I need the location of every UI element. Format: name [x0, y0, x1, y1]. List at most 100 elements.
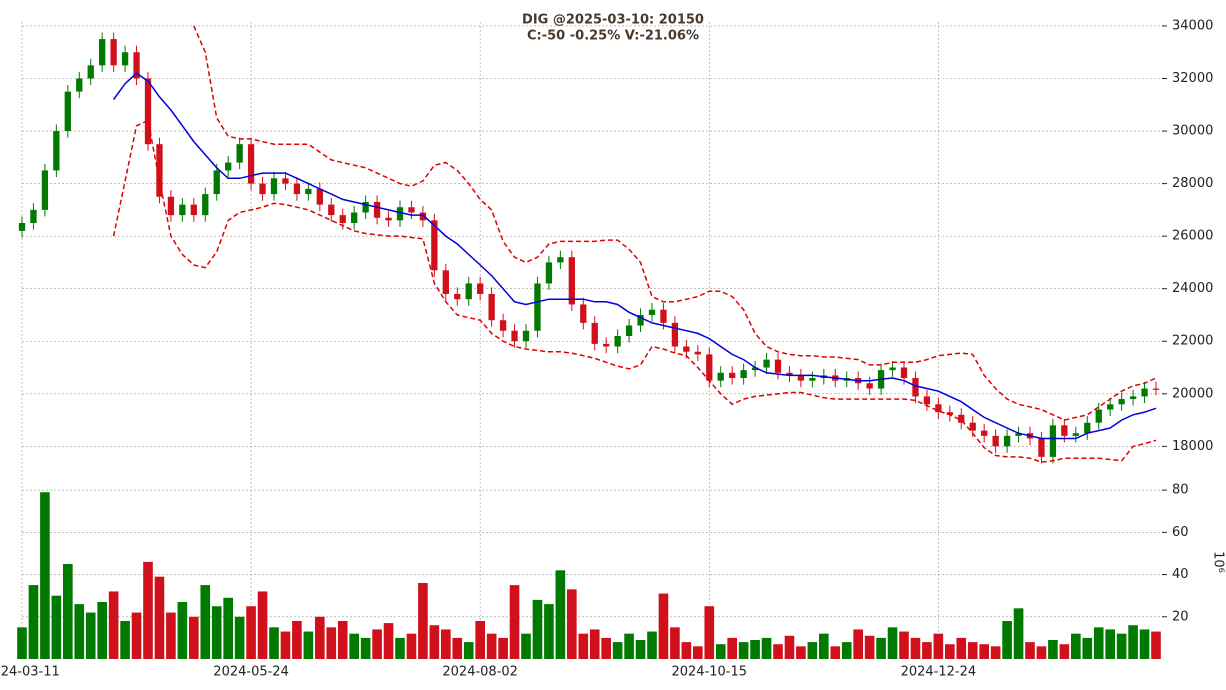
candle-body	[809, 378, 816, 381]
volume-bar	[544, 604, 554, 659]
volume-bar	[17, 627, 27, 659]
candle-body	[110, 39, 117, 66]
volume-bar	[154, 576, 165, 659]
volume-bar	[750, 640, 760, 659]
candle-body	[660, 309, 667, 323]
volume-bar	[509, 585, 520, 659]
candle-body	[213, 170, 220, 195]
candle-body	[156, 144, 163, 197]
volume-unit: 10⁶	[1211, 551, 1226, 573]
candle-body	[1095, 409, 1102, 423]
volume-bar	[1082, 637, 1093, 659]
volume-bar	[326, 627, 337, 659]
moving-average	[112, 72, 1157, 440]
candle-body	[511, 330, 518, 342]
candle-body	[41, 170, 49, 210]
candle-body	[225, 162, 232, 171]
volume-bar	[452, 637, 463, 659]
volume-bar	[624, 633, 634, 659]
y-tick-label: 22000	[1172, 334, 1213, 349]
volume-bar	[441, 629, 451, 659]
volume-bar	[200, 585, 211, 659]
volume-bar	[578, 633, 589, 659]
candle-body	[488, 293, 495, 321]
candle-body	[603, 343, 610, 347]
candle-body	[648, 309, 656, 315]
candle-body	[1049, 425, 1057, 457]
volume-bar	[567, 589, 577, 659]
y-tick-label: 24000	[1172, 281, 1213, 296]
volume-bar	[223, 597, 233, 659]
volume-bar	[406, 633, 417, 659]
price-panel	[18, 25, 1160, 464]
volume-bar	[143, 561, 153, 659]
candle-body	[373, 201, 381, 218]
candle-body	[30, 209, 37, 224]
volume-bar	[28, 585, 39, 659]
candle-body	[751, 367, 759, 371]
candle-body	[614, 335, 621, 347]
volume-bar	[246, 606, 256, 659]
candle-body	[259, 183, 266, 195]
volume-bar	[910, 637, 921, 659]
candle-body	[625, 325, 633, 336]
candle-body	[305, 188, 312, 195]
x-tick-label: 2024-05-24	[213, 665, 289, 680]
volume-bar	[1048, 640, 1058, 659]
volume-bar	[979, 644, 989, 659]
bollinger-band	[112, 119, 1157, 463]
candle-body	[1072, 433, 1079, 436]
candle-body	[408, 207, 415, 213]
candle-body	[637, 314, 644, 326]
candle-body	[1152, 388, 1160, 390]
y-tick-label: 34000	[1172, 18, 1213, 33]
x-tick-label: 2024-10-15	[671, 665, 747, 680]
volume-bar	[670, 627, 680, 659]
volume-bar	[887, 627, 898, 659]
y-tick-label: 30000	[1172, 124, 1213, 139]
volume-bar	[807, 642, 818, 659]
volume-bar	[257, 591, 268, 659]
volume-bar	[956, 637, 967, 659]
x-tick-label: 2024-03-11	[0, 665, 60, 680]
candle-body	[1084, 422, 1091, 434]
candle-body	[786, 372, 793, 376]
candle-body	[923, 396, 931, 405]
volume-bar	[383, 623, 394, 659]
candle-body	[190, 204, 197, 216]
volume-bar	[784, 635, 795, 659]
volume-bar	[819, 633, 829, 659]
volume-bar	[773, 644, 783, 659]
volume-bar	[131, 612, 142, 659]
candle-body	[591, 322, 598, 344]
volume-bar	[315, 616, 325, 659]
volume-bar	[1036, 646, 1047, 659]
candle-body	[76, 78, 83, 92]
candle-body	[568, 257, 575, 305]
volume-bar	[120, 621, 130, 659]
candle-body	[946, 412, 953, 415]
y-tick-label: 26000	[1172, 229, 1213, 244]
volume-bar	[612, 642, 623, 659]
candle-body	[385, 217, 392, 221]
candle-body	[87, 65, 94, 79]
volume-bar	[108, 591, 119, 659]
y-tick-label: 60	[1172, 525, 1189, 540]
candle-body	[121, 52, 129, 66]
volume-bar	[1059, 644, 1070, 659]
candle-body	[580, 304, 587, 323]
candle-body	[557, 257, 564, 263]
volume-bar	[1002, 621, 1012, 659]
volume-bar	[292, 621, 302, 659]
volume-bar	[715, 644, 726, 659]
volume-bar	[51, 595, 62, 659]
y-tick-label: 80	[1172, 483, 1189, 498]
candle-body	[328, 204, 335, 216]
volume-bar	[922, 642, 932, 659]
y-tick-label: 20	[1172, 609, 1189, 624]
volume-bar	[967, 642, 978, 659]
candle-body	[522, 330, 530, 342]
volume-bar	[349, 633, 359, 659]
